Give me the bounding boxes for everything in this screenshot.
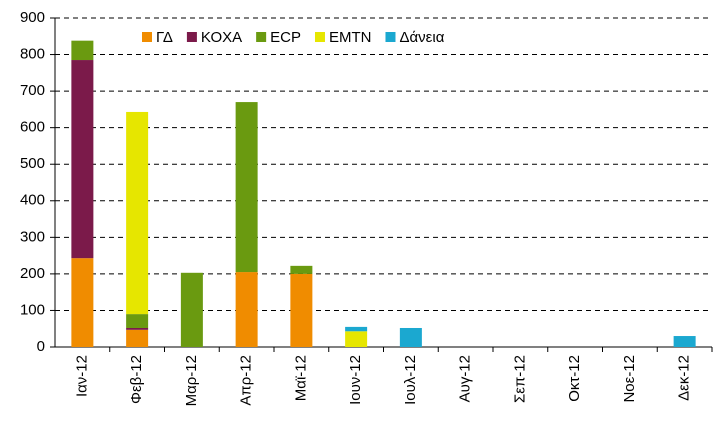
- bar-segment: [180, 272, 203, 347]
- y-tick-label: 700: [20, 82, 45, 99]
- y-tick-label: 900: [20, 9, 45, 26]
- legend-label: Δάνεια: [399, 29, 444, 46]
- bar-segment: [235, 102, 258, 273]
- bar-segment: [345, 326, 368, 332]
- legend-swatch: [186, 32, 197, 42]
- x-tick-label: Νοε-12: [621, 355, 638, 403]
- bar-segment: [71, 40, 94, 61]
- bar-segment: [399, 327, 422, 347]
- legend-swatch: [314, 32, 325, 42]
- bar-segment: [345, 331, 368, 347]
- legend-label: ΓΔ: [156, 29, 173, 46]
- bar-segment: [71, 258, 94, 347]
- x-tick-label: Μαρ-12: [183, 355, 200, 406]
- bar-segment: [71, 60, 94, 259]
- y-tick-label: 800: [20, 46, 45, 63]
- legend-swatch: [256, 32, 267, 42]
- bar-segment: [126, 327, 149, 330]
- x-tick-label: Ιουν-12: [347, 355, 364, 405]
- bar-segment: [126, 329, 149, 347]
- bar-segment: [126, 111, 149, 315]
- y-tick-label: 200: [20, 265, 45, 282]
- x-tick-label: Μαϊ-12: [292, 355, 309, 401]
- x-tick-label: Ιουλ-12: [402, 355, 419, 405]
- y-tick-label: 400: [20, 192, 45, 209]
- y-tick-label: 0: [37, 338, 45, 355]
- bar-segment: [235, 272, 258, 347]
- legend-label: EMTN: [329, 29, 372, 46]
- legend-label: ECP: [270, 29, 301, 46]
- x-tick-label: Οκτ-12: [566, 355, 583, 402]
- x-tick-label: Απρ-12: [238, 355, 255, 406]
- bar-segment: [126, 314, 149, 328]
- x-tick-label: Αυγ-12: [457, 355, 474, 402]
- x-tick-label: Ιαν-12: [73, 355, 90, 397]
- bar-segment: [673, 336, 696, 347]
- x-tick-label: Σεπ-12: [511, 355, 528, 403]
- y-tick-label: 300: [20, 228, 45, 245]
- y-tick-label: 100: [20, 301, 45, 318]
- legend-swatch: [142, 32, 152, 42]
- y-tick-label: 500: [20, 155, 45, 172]
- bar-segment: [290, 273, 313, 347]
- x-tick-label: Δεκ-12: [676, 355, 693, 401]
- y-tick-label: 600: [20, 119, 45, 136]
- x-tick-label: Φεβ-12: [128, 355, 145, 404]
- legend-swatch: [385, 32, 396, 42]
- bar-segment: [290, 265, 313, 274]
- legend-label: ΚΟΧΑ: [201, 29, 242, 46]
